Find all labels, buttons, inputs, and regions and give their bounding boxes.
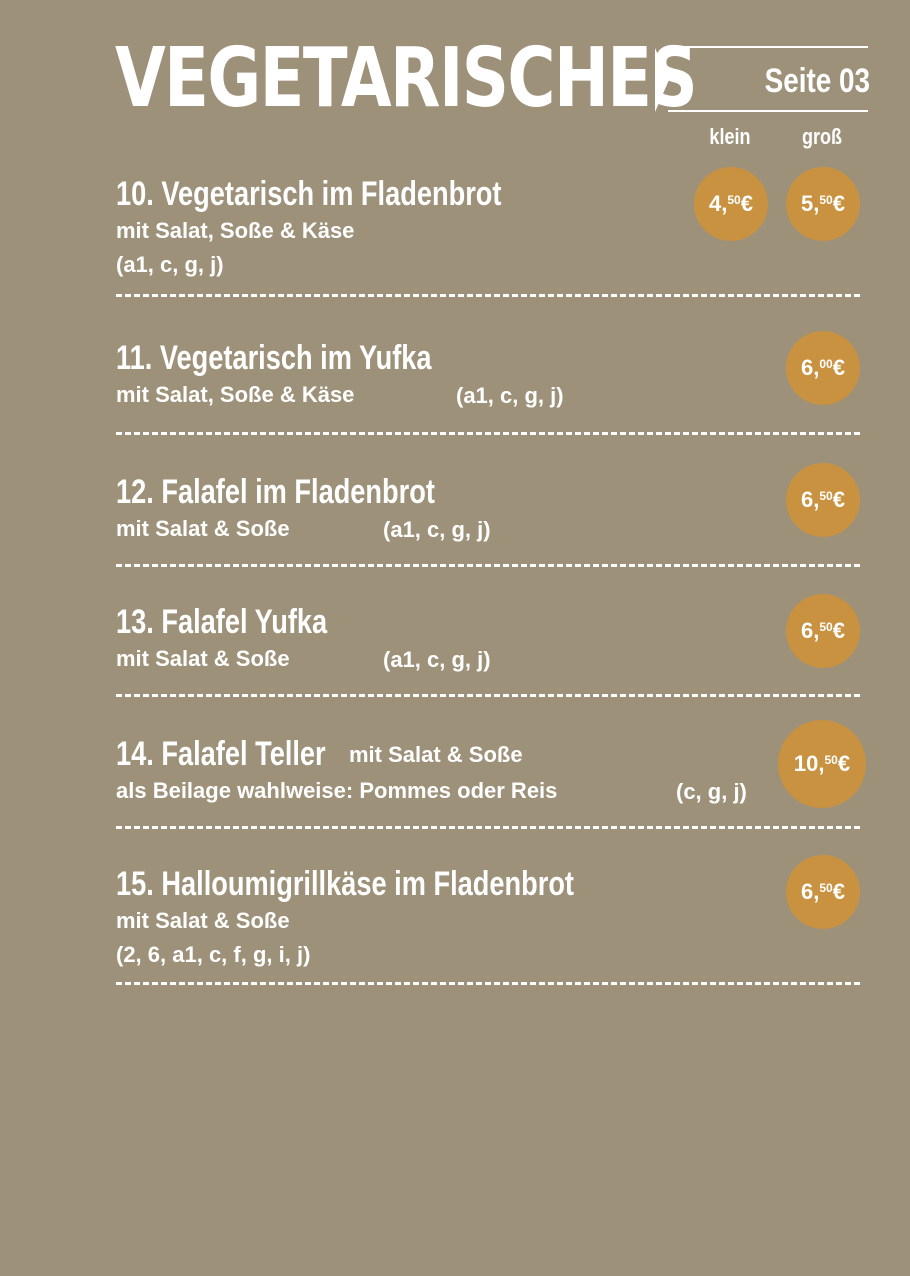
menu-item-14: 14. Falafel Teller mit Salat & Soße als … xyxy=(116,734,876,808)
item-name: 11. Vegetarisch im Yufka xyxy=(116,339,432,377)
menu-item-13: 13. Falafel Yufka mit Salat & Soße (a1, … xyxy=(116,602,876,676)
item-description: mit Salat, Soße & Käse xyxy=(116,382,355,407)
price-badge: 6, 50 € xyxy=(786,855,860,929)
header-rule-top xyxy=(668,46,868,48)
divider xyxy=(116,432,860,435)
page-header: VEGETARISCHES Seite 03 klein groß xyxy=(0,0,910,160)
size-label-large: groß xyxy=(801,124,843,149)
item-allergens: (a1, c, g, j) xyxy=(383,517,491,542)
price-badge-large: 5, 50 € xyxy=(786,167,860,241)
price-badge: 6, 00 € xyxy=(786,331,860,405)
item-name: 15. Halloumigrillkäse im Fladenbrot xyxy=(116,865,574,903)
item-description: mit Salat & Soße xyxy=(116,516,290,541)
item-description-inline: mit Salat & Soße xyxy=(349,742,523,767)
page-title: VEGETARISCHES xyxy=(115,31,698,126)
title-arrow-icon xyxy=(655,48,669,112)
item-name: 13. Falafel Yufka xyxy=(116,603,328,641)
item-description: mit Salat & Soße xyxy=(116,908,290,933)
item-allergens: (a1, c, g, j) xyxy=(116,252,224,277)
item-description: mit Salat & Soße xyxy=(116,646,290,671)
menu-item-15: 15. Halloumigrillkäse im Fladenbrot mit … xyxy=(116,864,876,972)
item-allergens: (c, g, j) xyxy=(676,779,747,804)
menu-item-12: 12. Falafel im Fladenbrot mit Salat & So… xyxy=(116,472,876,546)
divider xyxy=(116,982,860,985)
item-description: als Beilage wahlweise: Pommes oder Reis xyxy=(116,778,558,803)
item-allergens: (2, 6, a1, c, f, g, i, j) xyxy=(116,942,311,967)
price-badge: 6, 50 € xyxy=(786,594,860,668)
item-allergens: (a1, c, g, j) xyxy=(456,383,564,408)
divider xyxy=(116,294,860,297)
divider xyxy=(116,564,860,567)
price-badge: 6, 50 € xyxy=(786,463,860,537)
item-name: 12. Falafel im Fladenbrot xyxy=(116,473,435,511)
page-number: Seite 03 xyxy=(764,62,870,100)
item-description: mit Salat, Soße & Käse xyxy=(116,218,355,243)
divider xyxy=(116,694,860,697)
header-rule-bottom xyxy=(668,110,868,112)
size-label-small: klein xyxy=(709,124,751,149)
price-badge-small: 4, 50 € xyxy=(694,167,768,241)
menu-item-11: 11. Vegetarisch im Yufka mit Salat, Soße… xyxy=(116,338,876,412)
menu-item-10: 10. Vegetarisch im Fladenbrot mit Salat,… xyxy=(116,174,876,282)
item-name: 10. Vegetarisch im Fladenbrot xyxy=(116,175,502,213)
price-badge: 10, 50 € xyxy=(778,720,866,808)
item-name: 14. Falafel Teller xyxy=(116,735,326,773)
divider xyxy=(116,826,860,829)
item-allergens: (a1, c, g, j) xyxy=(383,647,491,672)
